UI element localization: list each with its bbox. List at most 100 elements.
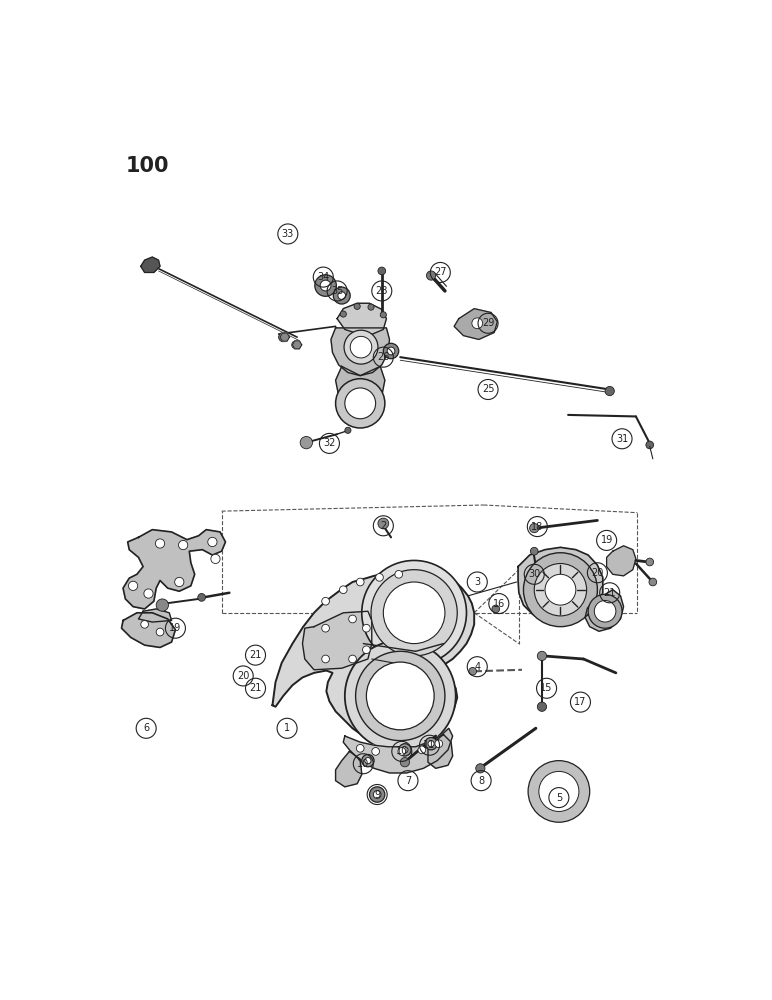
Circle shape	[156, 628, 164, 636]
Circle shape	[292, 341, 300, 349]
Circle shape	[340, 311, 347, 317]
Polygon shape	[138, 609, 171, 622]
Circle shape	[605, 386, 615, 396]
Circle shape	[539, 771, 579, 811]
Circle shape	[530, 547, 538, 555]
Circle shape	[435, 740, 442, 748]
Text: 3: 3	[474, 577, 480, 587]
Text: 35: 35	[331, 286, 344, 296]
Circle shape	[534, 564, 587, 616]
Circle shape	[362, 754, 374, 767]
Circle shape	[425, 738, 437, 750]
Text: 20: 20	[591, 568, 604, 578]
Polygon shape	[141, 257, 160, 272]
Polygon shape	[344, 728, 452, 773]
Circle shape	[537, 651, 547, 661]
Circle shape	[476, 764, 485, 773]
Circle shape	[594, 600, 616, 622]
Circle shape	[378, 518, 389, 529]
Circle shape	[381, 312, 387, 318]
Circle shape	[472, 318, 482, 329]
Circle shape	[395, 570, 402, 578]
Circle shape	[401, 747, 408, 753]
Text: 19: 19	[169, 623, 181, 633]
Circle shape	[322, 655, 330, 663]
Circle shape	[398, 744, 411, 756]
Polygon shape	[607, 546, 636, 576]
Circle shape	[349, 615, 357, 623]
Circle shape	[398, 748, 405, 755]
Circle shape	[646, 441, 654, 449]
Text: 7: 7	[405, 776, 411, 786]
Circle shape	[345, 388, 376, 419]
Circle shape	[174, 577, 184, 587]
Polygon shape	[123, 530, 225, 609]
Text: 10: 10	[396, 746, 408, 756]
Text: 27: 27	[434, 267, 446, 277]
Text: 21: 21	[249, 683, 262, 693]
Circle shape	[357, 744, 364, 752]
Circle shape	[371, 570, 457, 656]
Text: 4: 4	[474, 662, 480, 672]
Circle shape	[378, 267, 386, 275]
Text: 25: 25	[482, 384, 494, 394]
Polygon shape	[428, 734, 452, 768]
Polygon shape	[336, 751, 362, 787]
Text: 21: 21	[604, 588, 616, 598]
Circle shape	[537, 702, 547, 711]
Circle shape	[367, 662, 434, 730]
Text: 18: 18	[531, 522, 543, 532]
Circle shape	[345, 641, 455, 751]
Circle shape	[469, 667, 476, 675]
Text: 15: 15	[540, 683, 553, 693]
Circle shape	[211, 554, 220, 564]
Circle shape	[362, 560, 466, 665]
Circle shape	[315, 275, 337, 296]
Circle shape	[384, 343, 398, 359]
Circle shape	[418, 746, 425, 754]
Circle shape	[320, 280, 331, 291]
Polygon shape	[518, 547, 603, 622]
Circle shape	[363, 646, 371, 654]
Circle shape	[322, 624, 330, 632]
Text: 2: 2	[380, 521, 387, 531]
Circle shape	[144, 589, 153, 598]
Circle shape	[354, 303, 361, 309]
Polygon shape	[273, 568, 474, 745]
Circle shape	[374, 791, 381, 798]
Text: 17: 17	[574, 697, 587, 707]
Text: 9: 9	[374, 790, 381, 800]
Circle shape	[338, 292, 346, 299]
Text: 19: 19	[601, 535, 613, 545]
Circle shape	[334, 287, 350, 304]
Polygon shape	[585, 590, 624, 631]
Circle shape	[588, 594, 622, 628]
Circle shape	[370, 787, 385, 802]
Circle shape	[128, 581, 137, 590]
Text: 29: 29	[482, 318, 494, 328]
Circle shape	[279, 333, 288, 342]
Text: 26: 26	[378, 352, 390, 362]
Circle shape	[492, 605, 499, 613]
Circle shape	[376, 574, 384, 581]
Circle shape	[528, 761, 590, 822]
Text: 21: 21	[249, 650, 262, 660]
Circle shape	[649, 578, 657, 586]
Text: 100: 100	[125, 156, 169, 176]
Polygon shape	[280, 333, 290, 341]
Circle shape	[426, 271, 435, 280]
Circle shape	[530, 523, 539, 533]
Polygon shape	[331, 328, 390, 376]
Circle shape	[155, 539, 164, 548]
Circle shape	[646, 558, 654, 566]
Polygon shape	[303, 611, 372, 670]
Circle shape	[523, 553, 598, 627]
Circle shape	[300, 436, 313, 449]
Circle shape	[388, 347, 395, 355]
Text: 31: 31	[616, 434, 628, 444]
Circle shape	[141, 620, 148, 628]
Text: 32: 32	[323, 438, 336, 448]
Polygon shape	[121, 613, 175, 647]
Circle shape	[356, 651, 445, 741]
Text: 6: 6	[143, 723, 149, 733]
